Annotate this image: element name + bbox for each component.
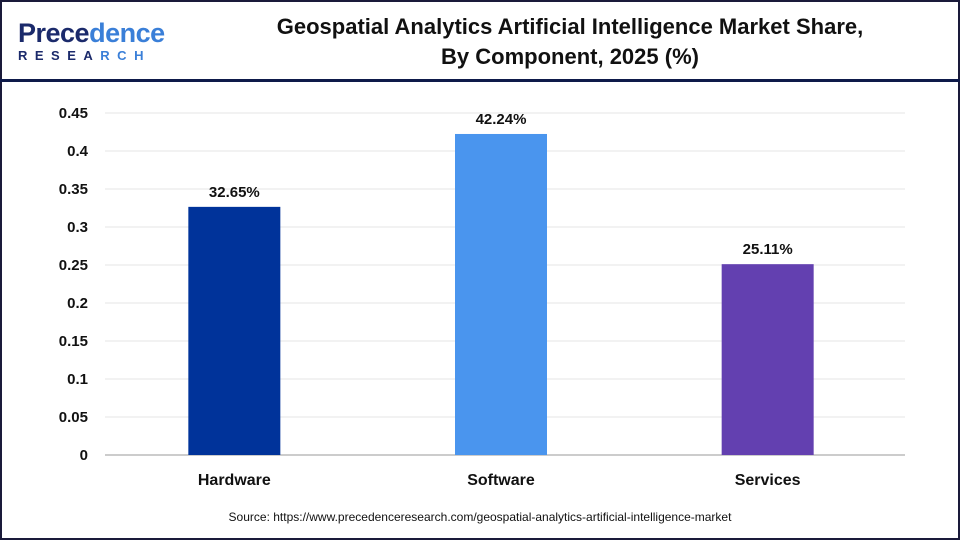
y-tick-label: 0 <box>80 447 88 464</box>
y-tick-label: 0.3 <box>67 219 88 236</box>
bar-services <box>721 264 814 455</box>
y-tick-label: 0.4 <box>67 143 89 160</box>
x-tick-label: Hardware <box>198 472 271 489</box>
y-tick-label: 0.1 <box>67 371 88 388</box>
logo-line2: RESEARCH <box>18 48 151 63</box>
header-divider <box>0 79 960 82</box>
chart-title: Geospatial Analytics Artificial Intellig… <box>200 12 940 72</box>
precedence-research-logo: Precedence RESEARCH <box>18 18 165 64</box>
x-tick-label: Services <box>735 472 801 489</box>
bar-software <box>455 133 547 455</box>
title-line-1: Geospatial Analytics Artificial Intellig… <box>276 14 864 39</box>
data-label: 25.11% <box>743 241 793 258</box>
title-line-2: By Component, 2025 (%) <box>441 44 699 69</box>
logo-line1: Precedence <box>18 18 165 48</box>
y-tick-label: 0.15 <box>59 333 88 350</box>
y-tick-label: 0.25 <box>59 257 88 274</box>
y-tick-label: 0.45 <box>59 105 88 122</box>
bar-hardware <box>188 206 281 455</box>
data-label: 42.24% <box>476 111 527 128</box>
y-tick-label: 0.2 <box>67 295 88 312</box>
source-note: Source: https://www.precedenceresearch.c… <box>228 510 732 524</box>
x-tick-label: Software <box>467 472 535 489</box>
data-label: 32.65% <box>209 184 260 201</box>
y-tick-label: 0.35 <box>59 181 88 198</box>
y-tick-label: 0.05 <box>59 409 88 426</box>
